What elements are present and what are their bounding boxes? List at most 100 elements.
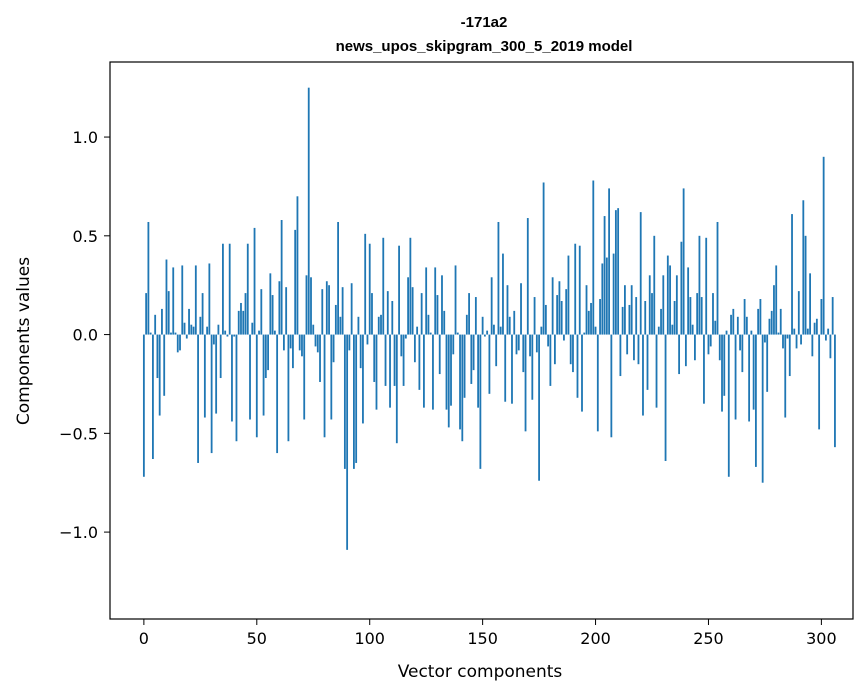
bar — [506, 285, 509, 335]
bar — [662, 275, 665, 335]
bar — [583, 332, 586, 335]
y-tick-label: −1.0 — [59, 523, 98, 542]
bar — [553, 334, 556, 365]
bar — [535, 334, 538, 353]
bar — [829, 334, 832, 359]
x-tick-label: 50 — [247, 629, 267, 648]
chart-title-line-2: news_upos_skipgram_300_5_2019 model — [336, 38, 633, 55]
bar — [330, 334, 333, 420]
bar — [346, 334, 349, 550]
bar — [337, 221, 339, 335]
bar — [614, 210, 617, 335]
bar — [292, 334, 294, 369]
bar — [802, 200, 805, 335]
bar — [612, 253, 615, 335]
bar — [334, 304, 337, 335]
bar — [730, 314, 732, 335]
bar — [402, 334, 405, 386]
bar — [669, 265, 671, 335]
bar — [743, 299, 746, 335]
bar — [269, 273, 272, 335]
bar — [689, 297, 692, 335]
bar — [815, 318, 818, 335]
y-axis-ticks: −1.0 −0.5 0.0 0.5 1.0 — [59, 128, 110, 542]
bar — [312, 324, 315, 335]
bar — [639, 212, 642, 335]
bar — [382, 237, 385, 335]
bar — [576, 334, 579, 398]
bar — [395, 334, 398, 444]
bar — [734, 334, 737, 420]
bar — [533, 297, 536, 335]
bar — [601, 263, 604, 335]
bar — [526, 218, 529, 335]
bar — [364, 233, 367, 335]
bar — [145, 293, 148, 335]
x-tick-label: 250 — [693, 629, 724, 648]
bar — [797, 291, 800, 335]
bar — [630, 285, 633, 335]
bar — [481, 316, 484, 335]
bar — [703, 334, 705, 404]
plot-area-frame — [109, 61, 854, 620]
bar — [210, 334, 213, 454]
bar — [538, 334, 540, 481]
bar — [770, 310, 773, 335]
bar — [149, 332, 152, 335]
bar — [181, 265, 184, 335]
bar — [479, 334, 482, 469]
bar — [398, 245, 400, 335]
bar — [456, 332, 459, 335]
bar — [800, 334, 802, 345]
bar — [804, 235, 807, 335]
bar — [565, 289, 568, 335]
bar — [436, 295, 439, 335]
bar — [224, 330, 227, 335]
bar — [219, 334, 222, 379]
bar — [253, 227, 256, 335]
bar — [522, 334, 525, 373]
bar — [721, 334, 723, 412]
bar — [201, 293, 204, 335]
bar — [739, 334, 741, 351]
bar — [380, 314, 382, 335]
bar — [486, 330, 489, 335]
bar — [244, 293, 247, 335]
bar — [179, 334, 181, 351]
bar — [617, 208, 620, 335]
bar — [725, 330, 728, 335]
bar — [194, 265, 197, 335]
bar — [499, 326, 502, 335]
chart-title-line-1: -171a2 — [461, 14, 508, 31]
bar — [472, 334, 475, 371]
bar — [429, 332, 432, 335]
bar — [152, 334, 154, 460]
bar — [222, 243, 224, 335]
bar — [203, 334, 206, 418]
bar — [418, 334, 421, 390]
bar — [748, 334, 751, 422]
bar — [714, 320, 717, 335]
y-tick-label: −0.5 — [59, 424, 98, 443]
bar — [578, 245, 581, 335]
bar — [158, 334, 161, 416]
bar — [757, 308, 760, 335]
bar — [712, 293, 714, 335]
bar — [307, 87, 310, 335]
bar — [624, 285, 626, 335]
bar — [610, 334, 613, 438]
bar — [788, 334, 791, 377]
bar — [197, 334, 199, 463]
bar — [325, 281, 328, 335]
bar — [542, 182, 545, 335]
bar — [608, 188, 610, 335]
bar — [296, 196, 299, 335]
bar — [761, 334, 764, 483]
bar — [305, 275, 308, 335]
x-tick-label: 0 — [139, 629, 149, 648]
y-tick-label: 0.5 — [73, 227, 98, 246]
bar — [425, 267, 428, 335]
bar — [590, 302, 592, 335]
bar — [594, 326, 597, 335]
bar — [637, 334, 640, 365]
